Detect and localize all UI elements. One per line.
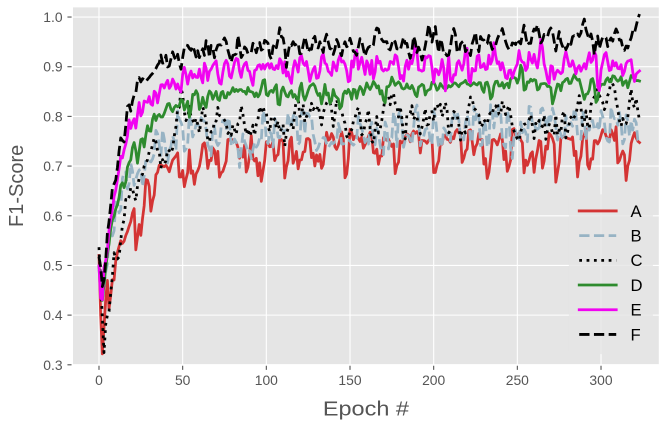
- svg-text:A: A: [631, 202, 643, 221]
- svg-text:Epoch #: Epoch #: [323, 398, 410, 420]
- svg-text:0.4: 0.4: [43, 307, 63, 323]
- svg-text:0.5: 0.5: [43, 257, 63, 273]
- svg-text:100: 100: [255, 372, 278, 388]
- svg-text:E: E: [631, 301, 642, 320]
- svg-text:C: C: [631, 251, 643, 270]
- svg-text:1.0: 1.0: [43, 9, 63, 25]
- svg-text:0.8: 0.8: [43, 108, 63, 124]
- svg-text:0.3: 0.3: [43, 357, 63, 373]
- svg-text:0.7: 0.7: [43, 158, 63, 174]
- svg-text:F: F: [631, 325, 641, 344]
- svg-text:50: 50: [175, 372, 191, 388]
- svg-text:250: 250: [506, 372, 529, 388]
- svg-text:F1-Score: F1-Score: [6, 145, 28, 227]
- svg-text:300: 300: [589, 372, 612, 388]
- svg-text:D: D: [631, 276, 643, 295]
- svg-text:0.6: 0.6: [43, 208, 63, 224]
- svg-text:0: 0: [95, 372, 103, 388]
- svg-text:B: B: [631, 226, 642, 245]
- svg-text:0.9: 0.9: [43, 59, 63, 75]
- svg-text:150: 150: [338, 372, 361, 388]
- svg-text:200: 200: [422, 372, 445, 388]
